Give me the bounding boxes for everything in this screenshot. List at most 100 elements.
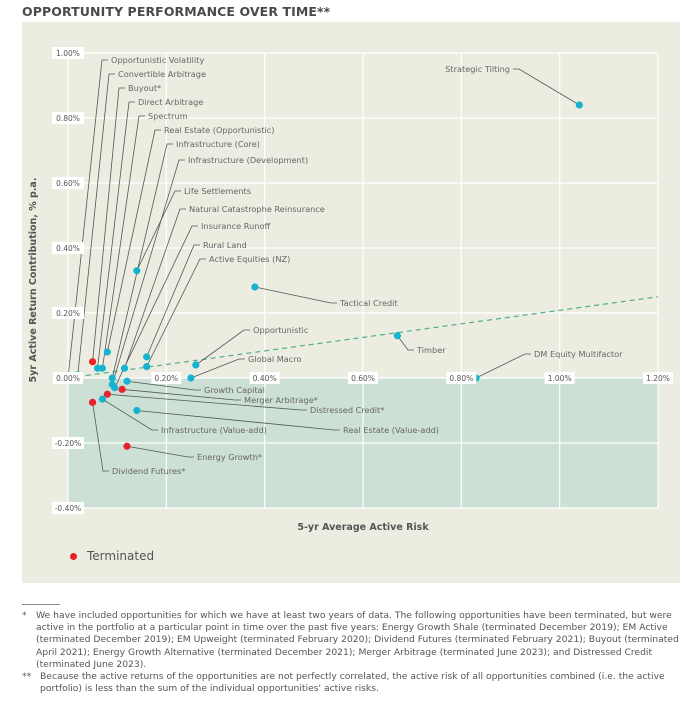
x-tick-label: 0.80%	[449, 374, 473, 383]
leader-line	[92, 87, 125, 362]
point-strategic-tilting	[575, 101, 583, 109]
x-tick-bg	[446, 372, 477, 384]
scatter-chart: Opportunistic Volatility Convertible Arbi…	[28, 47, 673, 533]
trend-line	[67, 296, 659, 379]
leader-line	[122, 388, 241, 401]
footnote-mark: *	[22, 610, 27, 621]
footnote-text: We have included opportunities for which…	[36, 610, 679, 670]
leader-line	[126, 445, 194, 458]
x-tick-label: 0.20%	[154, 374, 178, 383]
point-label-real-estate-opportunistic: Real Estate (Opportunistic)	[164, 125, 275, 135]
point-growth-capital	[123, 377, 131, 385]
footnote-mark: **	[22, 671, 32, 683]
point-buyout	[88, 358, 97, 366]
leader-line	[146, 244, 200, 358]
point-insurance-runoff	[111, 384, 119, 392]
leader-line	[111, 159, 185, 385]
point-timber	[393, 332, 402, 340]
point-label-insurance-runoff: Insurance Runoff	[201, 221, 270, 231]
leader-line	[397, 335, 414, 351]
terminated-legend-dot	[70, 552, 77, 560]
point-label-infrastructure-core: Infrastructure (Core)	[176, 139, 260, 149]
point-label-life-settlements: Life Settlements	[184, 186, 251, 196]
footnote-2: ** Because the active returns of the opp…	[22, 671, 682, 695]
leader-line	[97, 101, 135, 369]
point-spectrum	[98, 364, 107, 372]
point-merger-arbitrage	[118, 385, 126, 393]
point-label-opportunistic: Opportunistic	[253, 325, 308, 335]
leader-line	[111, 143, 173, 379]
y-tick-label: 0.40%	[56, 244, 80, 253]
leader-line	[67, 59, 108, 379]
chart-title: OPPORTUNITY PERFORMANCE OVER TIME**	[22, 4, 331, 19]
leader-line	[136, 410, 340, 431]
point-active-equities-nz	[143, 363, 151, 371]
point-label-strategic-tilting: Strategic Tilting	[445, 64, 510, 74]
y-tick-label: 0.60%	[56, 179, 80, 188]
point-infrastructure-value-add	[98, 395, 107, 403]
point-tactical-credit	[251, 283, 259, 291]
y-tick-label: -0.20%	[55, 439, 82, 448]
x-tick-bg	[249, 372, 280, 384]
leader-line	[107, 393, 307, 411]
point-energy-growth	[123, 442, 131, 450]
leader-line	[114, 225, 198, 388]
x-tick-label: 1.20%	[646, 374, 670, 383]
point-label-dm-equity-multifactor: DM Equity Multifactor	[534, 349, 623, 359]
point-dividend-futures	[88, 398, 97, 406]
footnotes: * We have included opportunities for whi…	[22, 604, 682, 695]
leader-line	[136, 190, 181, 271]
point-life-settlements	[133, 267, 141, 275]
point-infrastructure-core	[108, 374, 116, 382]
y-tick-bg	[52, 47, 84, 59]
point-natural-catastrophe-reinsurance	[120, 364, 129, 372]
y-tick-label: 0.20%	[56, 309, 80, 318]
point-label-direct-arbitrage: Direct Arbitrage	[138, 97, 203, 107]
leader-line	[195, 329, 250, 366]
x-tick-bg	[53, 372, 83, 384]
y-tick-label: 1.00%	[56, 49, 80, 58]
point-label-rural-land: Rural Land	[203, 240, 247, 250]
point-label-infrastructure-value-add: Infrastructure (Value-add)	[161, 425, 267, 435]
y-tick-label: -0.40%	[55, 504, 82, 513]
point-label-growth-capital: Growth Capital	[204, 385, 265, 395]
point-label-opportunistic-volatility: Opportunistic Volatility	[111, 55, 204, 65]
point-label-buyout: Buyout*	[128, 83, 161, 93]
x-tick-label: 0.40%	[253, 374, 277, 383]
leader-line	[102, 398, 158, 431]
x-tick-bg	[348, 372, 378, 384]
point-distressed-credit	[103, 390, 111, 398]
leader-line	[254, 286, 337, 304]
leader-line	[106, 129, 161, 353]
legend-label: Terminated	[87, 549, 155, 563]
point-label-timber: Timber	[416, 345, 446, 355]
leader-line	[190, 358, 245, 379]
point-real-estate-opportunistic	[103, 348, 111, 356]
x-axis-label: 5-yr Average Active Risk	[297, 522, 429, 533]
point-label-tactical-credit: Tactical Credit	[339, 298, 398, 308]
point-label-distressed-credit: Distressed Credit*	[310, 405, 384, 415]
legend: Terminated	[70, 549, 154, 563]
y-tick-bg	[52, 437, 84, 449]
leader-line	[77, 73, 115, 375]
leader-line	[126, 380, 201, 391]
point-global-macro	[187, 374, 195, 382]
point-real-estate-value-add	[133, 406, 141, 415]
point-label-dividend-futures: Dividend Futures*	[112, 466, 185, 476]
point-label-energy-growth: Energy Growth*	[197, 452, 262, 462]
point-label-active-equities-nz: Active Equities (NZ)	[209, 254, 290, 264]
x-tick-label: 0.00%	[56, 374, 80, 383]
point-opportunistic	[192, 361, 200, 369]
y-tick-bg	[52, 177, 84, 189]
y-tick-label: 0.80%	[56, 114, 80, 123]
x-tick-bg	[544, 372, 575, 384]
y-tick-bg	[52, 242, 84, 254]
point-label-real-estate-value-add: Real Estate (Value-add)	[343, 425, 439, 435]
y-axis-label: 5yr Active Return Contribution, % p.a.	[28, 178, 39, 383]
point-label-infrastructure-development: Infrastructure (Development)	[188, 155, 308, 165]
point-label-global-macro: Global Macro	[248, 354, 302, 364]
point-label-convertible-arbitrage: Convertible Arbitrage	[118, 69, 206, 79]
y-tick-bg	[52, 307, 84, 319]
point-label-merger-arbitrage: Merger Arbitrage*	[244, 395, 318, 405]
y-tick-bg	[52, 502, 84, 514]
